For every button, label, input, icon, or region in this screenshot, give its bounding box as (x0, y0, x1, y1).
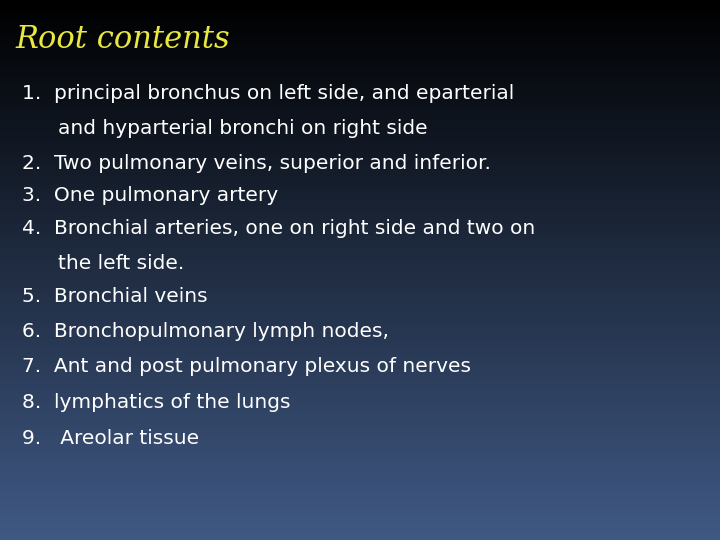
Text: and hyparterial bronchi on right side: and hyparterial bronchi on right side (58, 119, 427, 138)
Text: 9.   Areolar tissue: 9. Areolar tissue (22, 429, 199, 448)
Text: 7.  Ant and post pulmonary plexus of nerves: 7. Ant and post pulmonary plexus of nerv… (22, 357, 471, 376)
Text: 5.  Bronchial veins: 5. Bronchial veins (22, 287, 207, 306)
Text: the left side.: the left side. (58, 254, 184, 273)
Text: 4.  Bronchial arteries, one on right side and two on: 4. Bronchial arteries, one on right side… (22, 219, 535, 238)
Text: 1.  principal bronchus on left side, and eparterial: 1. principal bronchus on left side, and … (22, 84, 514, 103)
Text: 6.  Bronchopulmonary lymph nodes,: 6. Bronchopulmonary lymph nodes, (22, 322, 389, 341)
Text: Root contents: Root contents (16, 24, 230, 55)
Text: 3.  One pulmonary artery: 3. One pulmonary artery (22, 186, 278, 205)
Text: 2.  Two pulmonary veins, superior and inferior.: 2. Two pulmonary veins, superior and inf… (22, 154, 490, 173)
Text: 8.  lymphatics of the lungs: 8. lymphatics of the lungs (22, 393, 290, 412)
